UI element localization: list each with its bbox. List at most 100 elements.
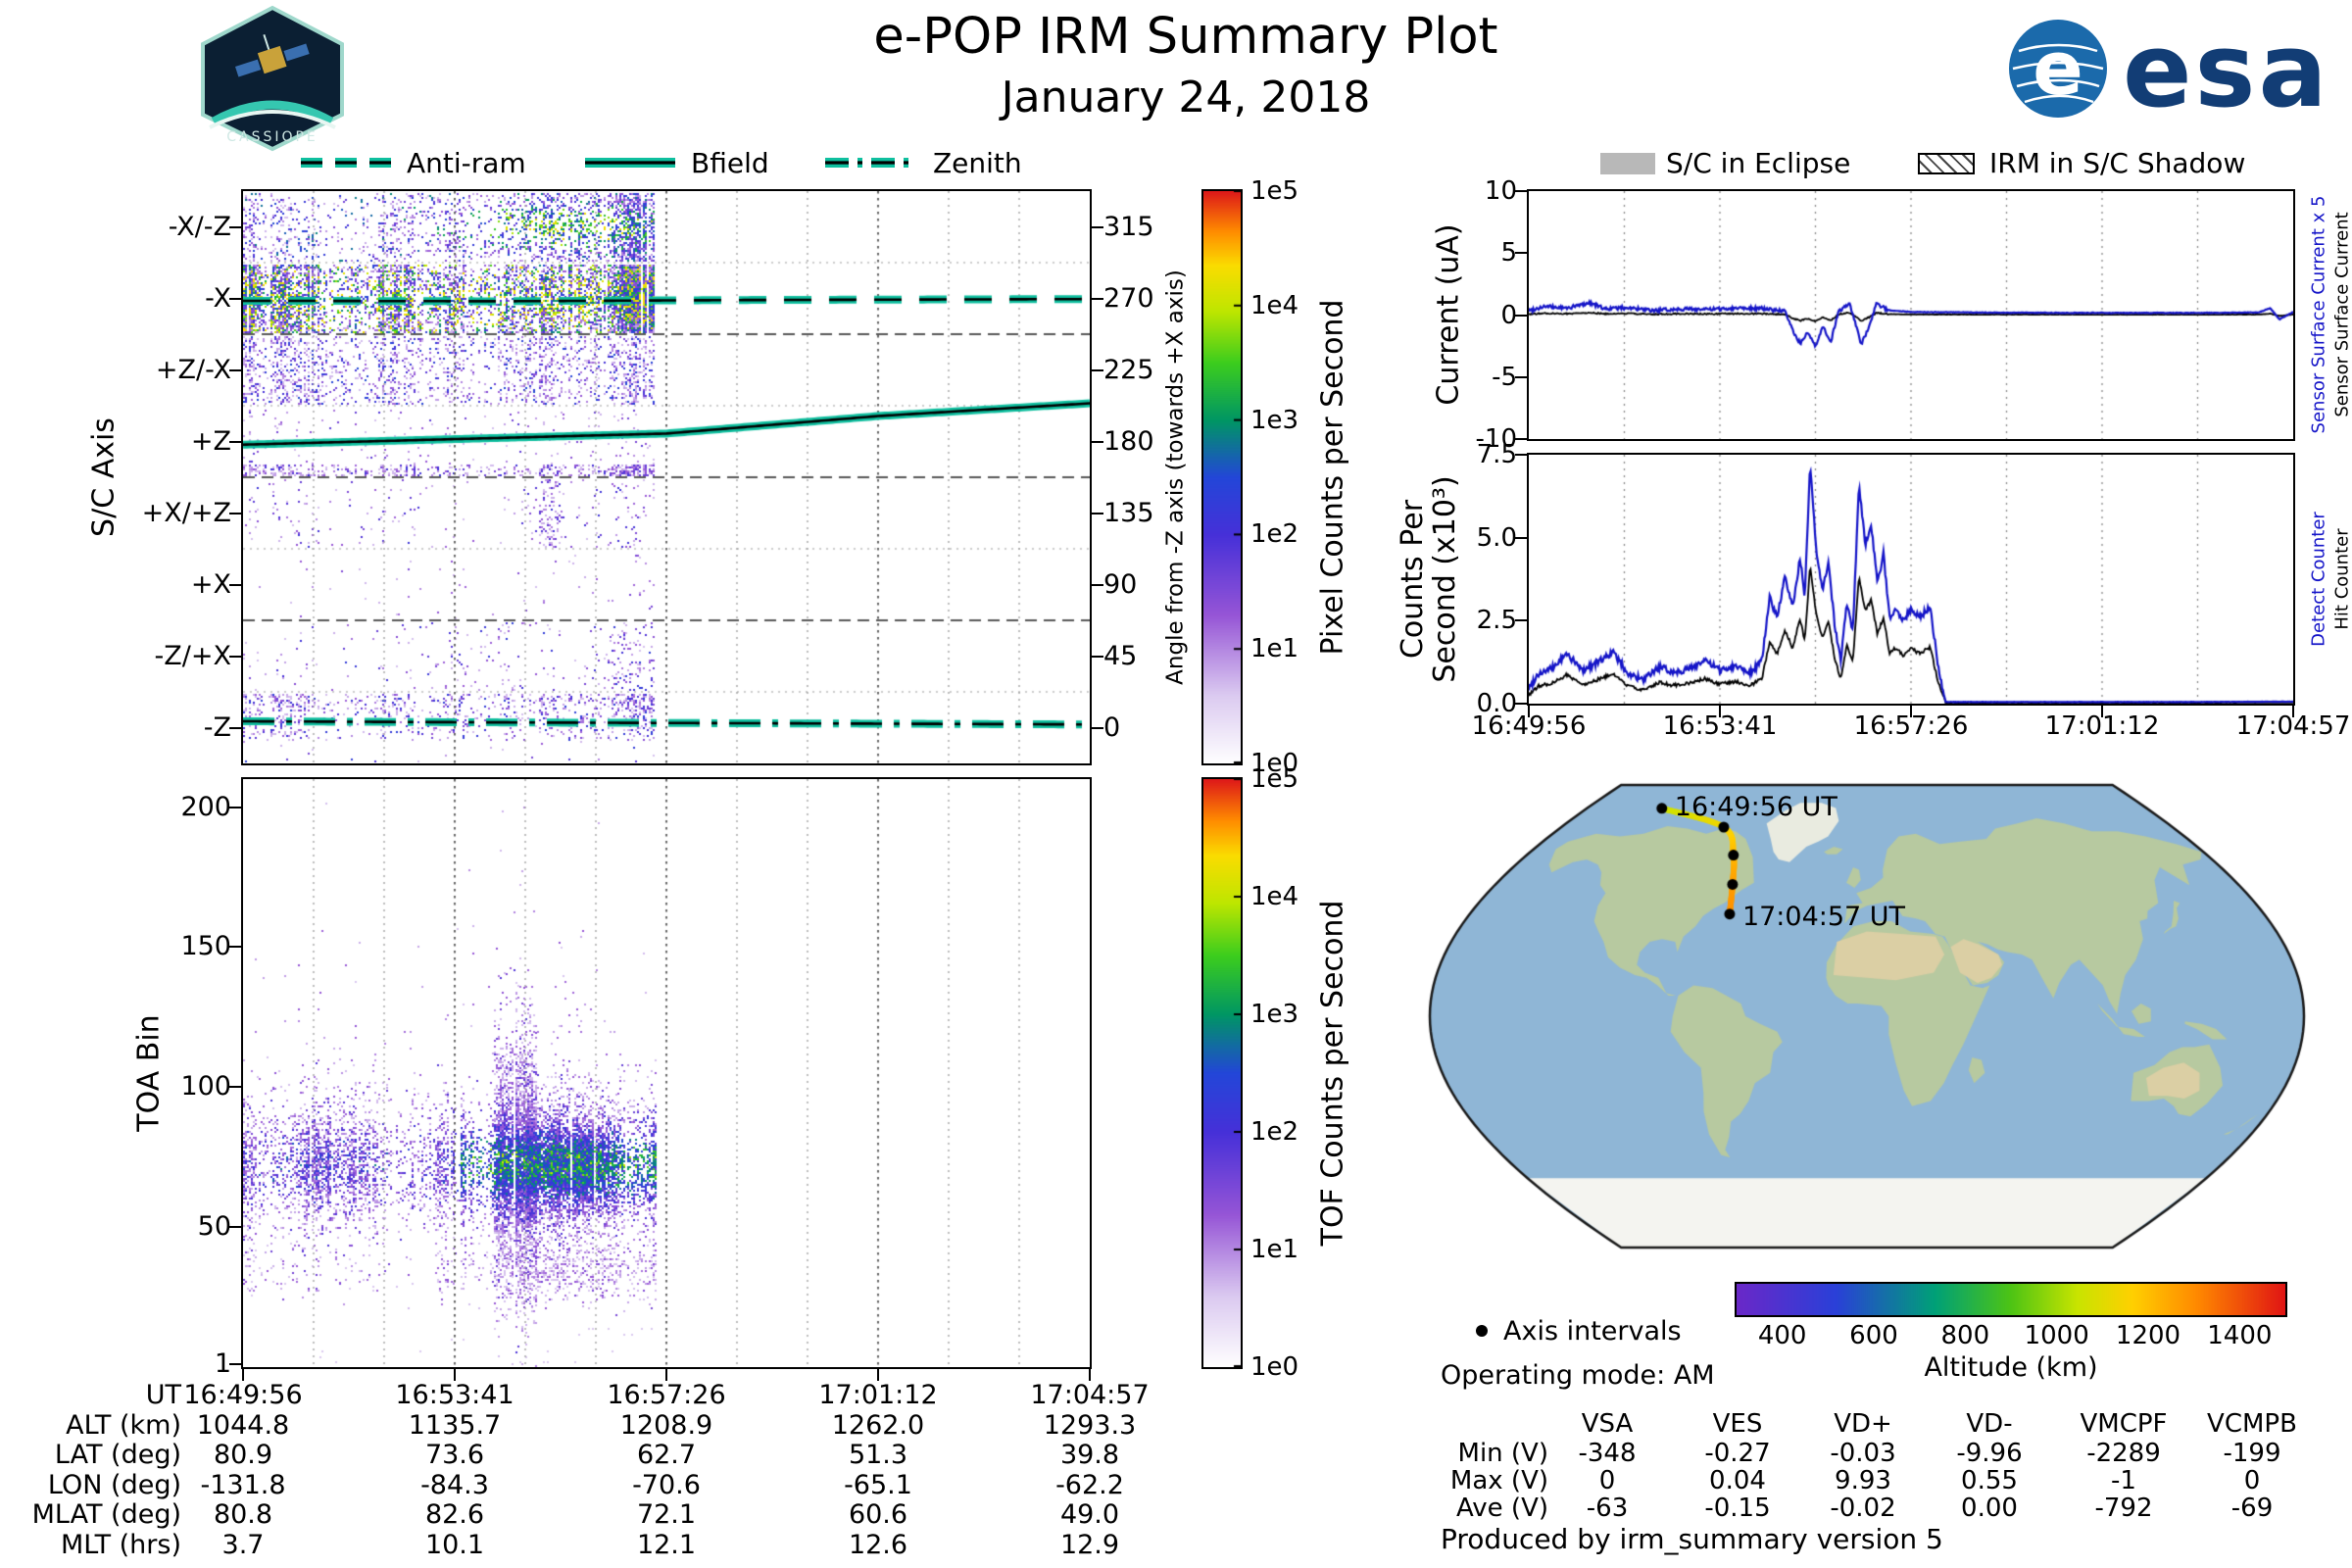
- time-tick-mark: [242, 1369, 244, 1381]
- voltage-row-label: Max (V): [1449, 1466, 1548, 1495]
- zenith-legend-line-icon: [825, 158, 915, 168]
- axis-intervals-label: Axis intervals: [1503, 1316, 1682, 1347]
- ephemeris-value: 49.0: [1059, 1499, 1120, 1530]
- current-ytick-mark: [1515, 252, 1527, 255]
- page-title: e-POP IRM Summary Plot: [873, 8, 1498, 66]
- sc-axis-tick-mark: [229, 726, 241, 729]
- colorbar-tick-label: 1e1: [1250, 1235, 1299, 1264]
- toa-tick-mark: [229, 806, 241, 808]
- altitude-tick-label: 800: [1940, 1321, 1990, 1350]
- operating-mode-text: Operating mode: AM: [1441, 1360, 1715, 1391]
- ephemeris-value: 12.6: [848, 1529, 908, 1560]
- ephemeris-value: 80.9: [213, 1440, 273, 1470]
- voltage-value: 0: [1598, 1466, 1616, 1495]
- sc-axis-tick-mark: [229, 225, 241, 228]
- colorbar-tick-label: 1e0: [1250, 1352, 1299, 1382]
- voltage-value: -0.03: [1830, 1439, 1896, 1468]
- counts-ytick-label: 7.5: [1476, 440, 1517, 469]
- time-tick-mark: [665, 1369, 667, 1381]
- current-ytick-label: -10: [1475, 424, 1517, 454]
- angle-tick-mark: [1092, 225, 1103, 228]
- counts-xtick-label: 17:04:57: [2235, 711, 2351, 741]
- counts-ytick-mark: [1515, 536, 1527, 539]
- angle-tick-mark: [1092, 297, 1103, 300]
- toa-tick-label: 200: [180, 791, 231, 822]
- ephemeris-value: -70.6: [632, 1469, 701, 1500]
- toa-tick-label: 50: [197, 1211, 231, 1243]
- ephemeris-value: 80.8: [213, 1499, 273, 1530]
- earth-limb-highlight-icon: [209, 110, 336, 129]
- sc-axis-tick-label: +Z/-X: [155, 354, 231, 385]
- voltage-value: -2289: [2086, 1439, 2161, 1468]
- counts-ytick-label: 5.0: [1476, 522, 1517, 553]
- ephemeris-value: 72.1: [636, 1499, 697, 1530]
- ephemeris-value: 16:53:41: [395, 1380, 514, 1410]
- angle-tick-mark: [1092, 726, 1103, 729]
- ephemeris-value: -65.1: [844, 1469, 912, 1500]
- sc-axis-heatmap-canvas: [243, 191, 1090, 763]
- voltage-value: -69: [2230, 1494, 2274, 1523]
- sc-axis-tick-label: +X: [190, 568, 231, 600]
- altitude-tick-label: 1000: [2024, 1321, 2089, 1350]
- angle-axis-label: Angle from -Z axis (towards +X axis): [1162, 270, 1189, 685]
- sc-axis-tick-mark: [229, 440, 241, 443]
- esa-wordmark: esa: [2123, 12, 2330, 127]
- angle-tick-label: 180: [1103, 425, 1154, 457]
- ephemeris-value: 17:01:12: [818, 1380, 938, 1410]
- angle-tick-mark: [1092, 512, 1103, 514]
- ephemeris-value: 1044.8: [196, 1409, 290, 1441]
- counts-ytick-mark: [1515, 703, 1527, 705]
- toa-tick-mark: [229, 1226, 241, 1229]
- ephemeris-value: -84.3: [420, 1469, 489, 1500]
- ephemeris-value: 73.6: [424, 1440, 485, 1470]
- voltage-value: 9.93: [1835, 1466, 1891, 1495]
- ephemeris-row-label: LON (deg): [47, 1469, 181, 1500]
- time-tick-mark: [877, 1369, 879, 1381]
- angle-tick-label: 315: [1103, 211, 1154, 242]
- tof-colorbar-canvas: [1203, 779, 1241, 1367]
- counts-xtick-mark: [1910, 706, 1912, 717]
- counts-xtick-mark: [1719, 706, 1721, 717]
- counts-right-label-0: Detect Counter: [2308, 512, 2329, 647]
- bfield-legend-line-icon: [585, 158, 675, 168]
- voltage-value: -0.27: [1704, 1439, 1771, 1468]
- altitude-colorbar-frame: [1735, 1282, 2287, 1317]
- page-date: January 24, 2018: [1001, 73, 1371, 122]
- counts-ytick-mark: [1515, 454, 1527, 456]
- ephemeris-row-label: UT: [145, 1380, 181, 1410]
- ephemeris-value: 16:57:26: [607, 1380, 726, 1410]
- pixel-colorbar-frame: [1201, 189, 1243, 765]
- ephemeris-value: 16:49:56: [183, 1380, 303, 1410]
- voltage-row-label: Ave (V): [1456, 1494, 1548, 1523]
- map-start-label: 16:49:56 UT: [1674, 791, 1838, 822]
- legend-label-zenith: Zenith: [933, 147, 1022, 179]
- angle-tick-mark: [1092, 368, 1103, 371]
- ephemeris-row-label: ALT (km): [66, 1409, 181, 1441]
- voltage-col-header: VMCPF: [2080, 1409, 2168, 1439]
- voltage-value: -1: [2111, 1466, 2136, 1495]
- altitude-tick-label: 1200: [2115, 1321, 2181, 1350]
- counts-xtick-mark: [1528, 706, 1530, 717]
- current-plot-frame: [1527, 189, 2295, 441]
- colorbar-tick-label: 1e0: [1250, 749, 1299, 778]
- angle-tick-label: 225: [1103, 354, 1154, 385]
- voltage-col-header: VD+: [1834, 1409, 1892, 1439]
- toa-tick-mark: [229, 946, 241, 949]
- colorbar-tick-label: 1e5: [1250, 176, 1299, 206]
- angle-tick-label: 0: [1103, 711, 1121, 743]
- voltage-value: -348: [1578, 1439, 1637, 1468]
- eclipse-swatch: [1600, 153, 1655, 174]
- ephemeris-value: 39.8: [1059, 1440, 1120, 1470]
- ephemeris-row-label: MLT (hrs): [60, 1529, 181, 1560]
- ephemeris-value: 51.3: [848, 1440, 908, 1470]
- cassiope-hexagon: [201, 5, 344, 152]
- sc-axis-tick-label: -X: [205, 282, 231, 314]
- counts-ytick-label: 2.5: [1476, 606, 1517, 636]
- current-right-label-0: Sensor Surface Current x 5: [2308, 195, 2329, 434]
- earth-limb-icon: [211, 100, 334, 125]
- produced-by-text: Produced by irm_summary version 5: [1441, 1523, 1943, 1555]
- voltage-value: -0.02: [1830, 1494, 1896, 1523]
- voltage-col-header: VD-: [1966, 1409, 2013, 1439]
- shadow-hatch-swatch: [1918, 153, 1975, 174]
- ephemeris-value: 60.6: [848, 1499, 908, 1530]
